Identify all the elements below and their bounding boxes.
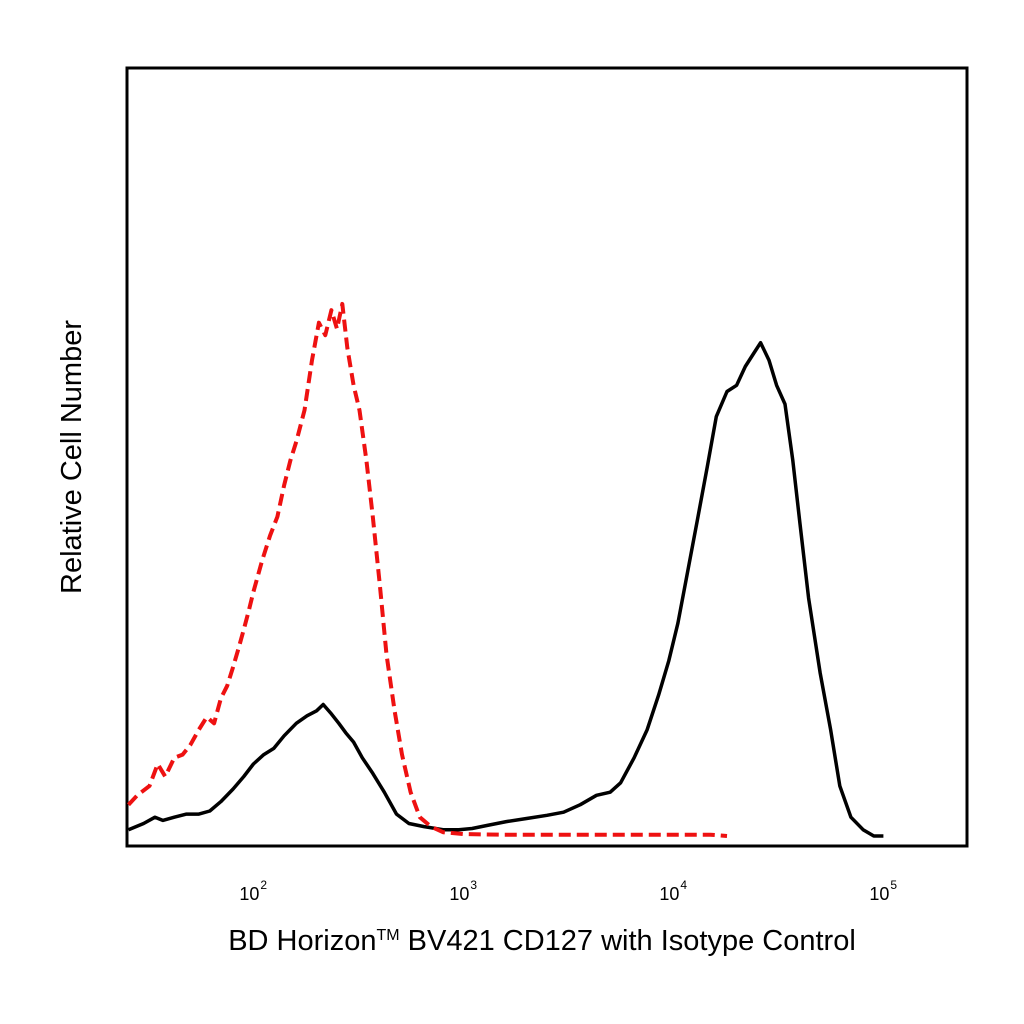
x-axis-label-rest: BV421 CD127 with Isotype Control bbox=[400, 925, 856, 957]
isotype-control-series-line bbox=[127, 301, 728, 838]
x-tick-label: 10 3 bbox=[449, 878, 477, 904]
x-tick-labels: 10 2 10 3 10 4 10 5 bbox=[239, 878, 897, 904]
cd127-series-line bbox=[127, 340, 884, 838]
plot-area bbox=[125, 66, 969, 848]
x-tick-exponent: 2 bbox=[260, 878, 267, 892]
x-axis-label-main: BD Horizon bbox=[228, 925, 376, 957]
x-tick-label: 10 4 bbox=[659, 878, 687, 904]
x-tick-exponent: 3 bbox=[470, 878, 477, 892]
x-tick-base: 10 bbox=[659, 884, 679, 904]
plot-frame bbox=[125, 66, 969, 848]
series-layer bbox=[127, 301, 884, 838]
x-tick-label: 10 2 bbox=[239, 878, 267, 904]
x-tick-base: 10 bbox=[449, 884, 469, 904]
x-tick-label: 10 5 bbox=[869, 878, 897, 904]
y-axis-label: Relative Cell Number bbox=[56, 320, 88, 594]
x-tick-exponent: 5 bbox=[890, 878, 897, 892]
x-axis-label: BD HorizonTM BV421 CD127 with Isotype Co… bbox=[228, 925, 856, 957]
x-tick-base: 10 bbox=[869, 884, 889, 904]
x-tick-base: 10 bbox=[239, 884, 259, 904]
x-tick-exponent: 4 bbox=[680, 878, 687, 892]
x-axis-label-trademark: TM bbox=[376, 927, 399, 944]
